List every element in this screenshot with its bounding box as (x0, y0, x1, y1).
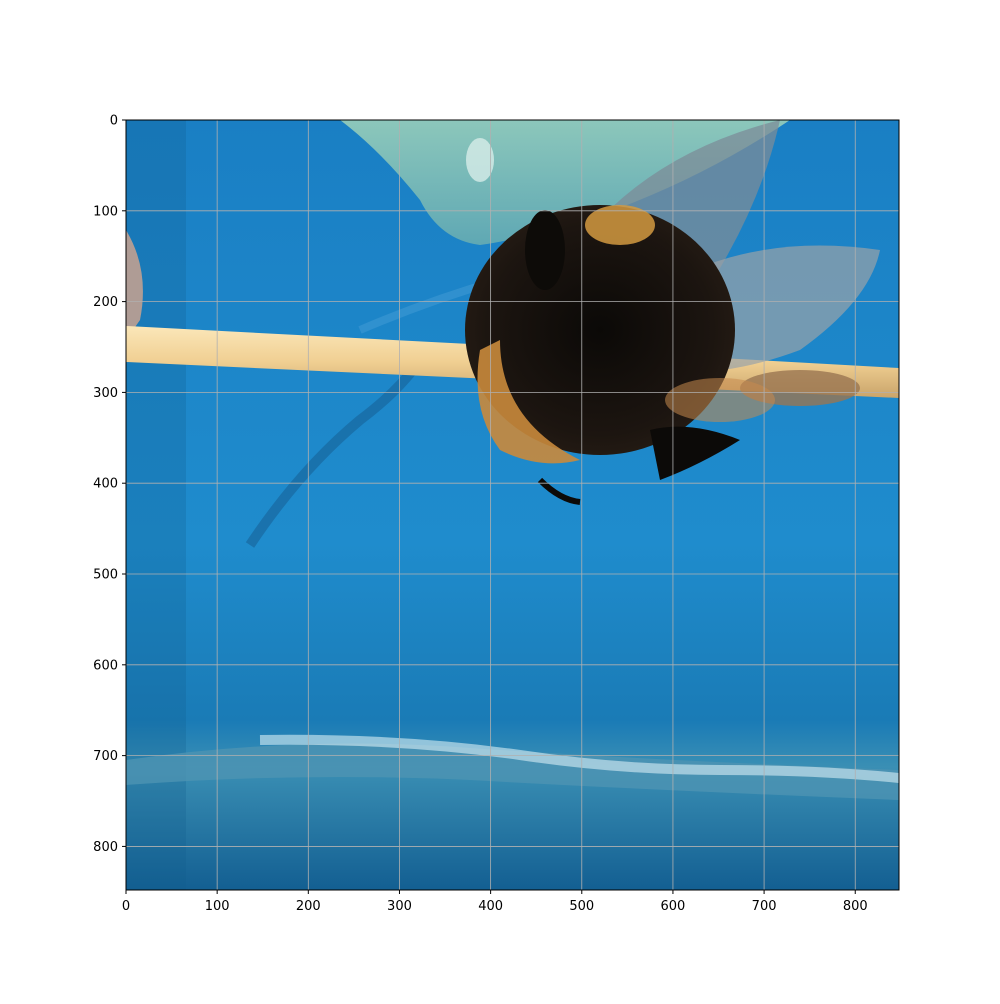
y-tick-label: 400 (93, 477, 118, 492)
dark-streak (245, 357, 425, 548)
waterline-band (126, 743, 899, 800)
bee-fur-highlight (665, 378, 775, 422)
bee-orange-tip (585, 205, 655, 245)
y-tick-label: 800 (93, 840, 118, 855)
bee-orange-band (477, 340, 580, 464)
x-tick-label: 600 (661, 899, 686, 914)
y-tick-label: 100 (93, 204, 118, 219)
bee-antenna-base (525, 210, 565, 290)
x-tick-label: 100 (205, 899, 230, 914)
x-tick-label: 700 (752, 899, 777, 914)
y-tick-label: 600 (93, 658, 118, 673)
top-container-shape (340, 120, 790, 245)
y-tick-label: 0 (110, 114, 118, 129)
x-axis: 0 100 200 300 400 500 600 700 800 (122, 890, 868, 914)
x-tick-label: 400 (478, 899, 503, 914)
photo-content (126, 120, 899, 890)
foam-line (259, 734, 899, 783)
left-edge-object (126, 230, 143, 340)
y-axis: 0 100 200 300 400 500 600 700 800 (93, 114, 126, 855)
x-tick-label: 800 (843, 899, 868, 914)
x-tick-label: 200 (296, 899, 321, 914)
plot-frame (125, 119, 900, 891)
y-tick-label: 700 (93, 749, 118, 764)
bee-leg-front (650, 426, 740, 480)
y-tick-label: 300 (93, 386, 118, 401)
top-highlight (466, 138, 494, 182)
x-tick-label: 500 (569, 899, 594, 914)
y-tick-label: 500 (93, 568, 118, 583)
y-tick-label: 200 (93, 295, 118, 310)
x-tick-label: 0 (122, 899, 130, 914)
x-tick-label: 300 (387, 899, 412, 914)
